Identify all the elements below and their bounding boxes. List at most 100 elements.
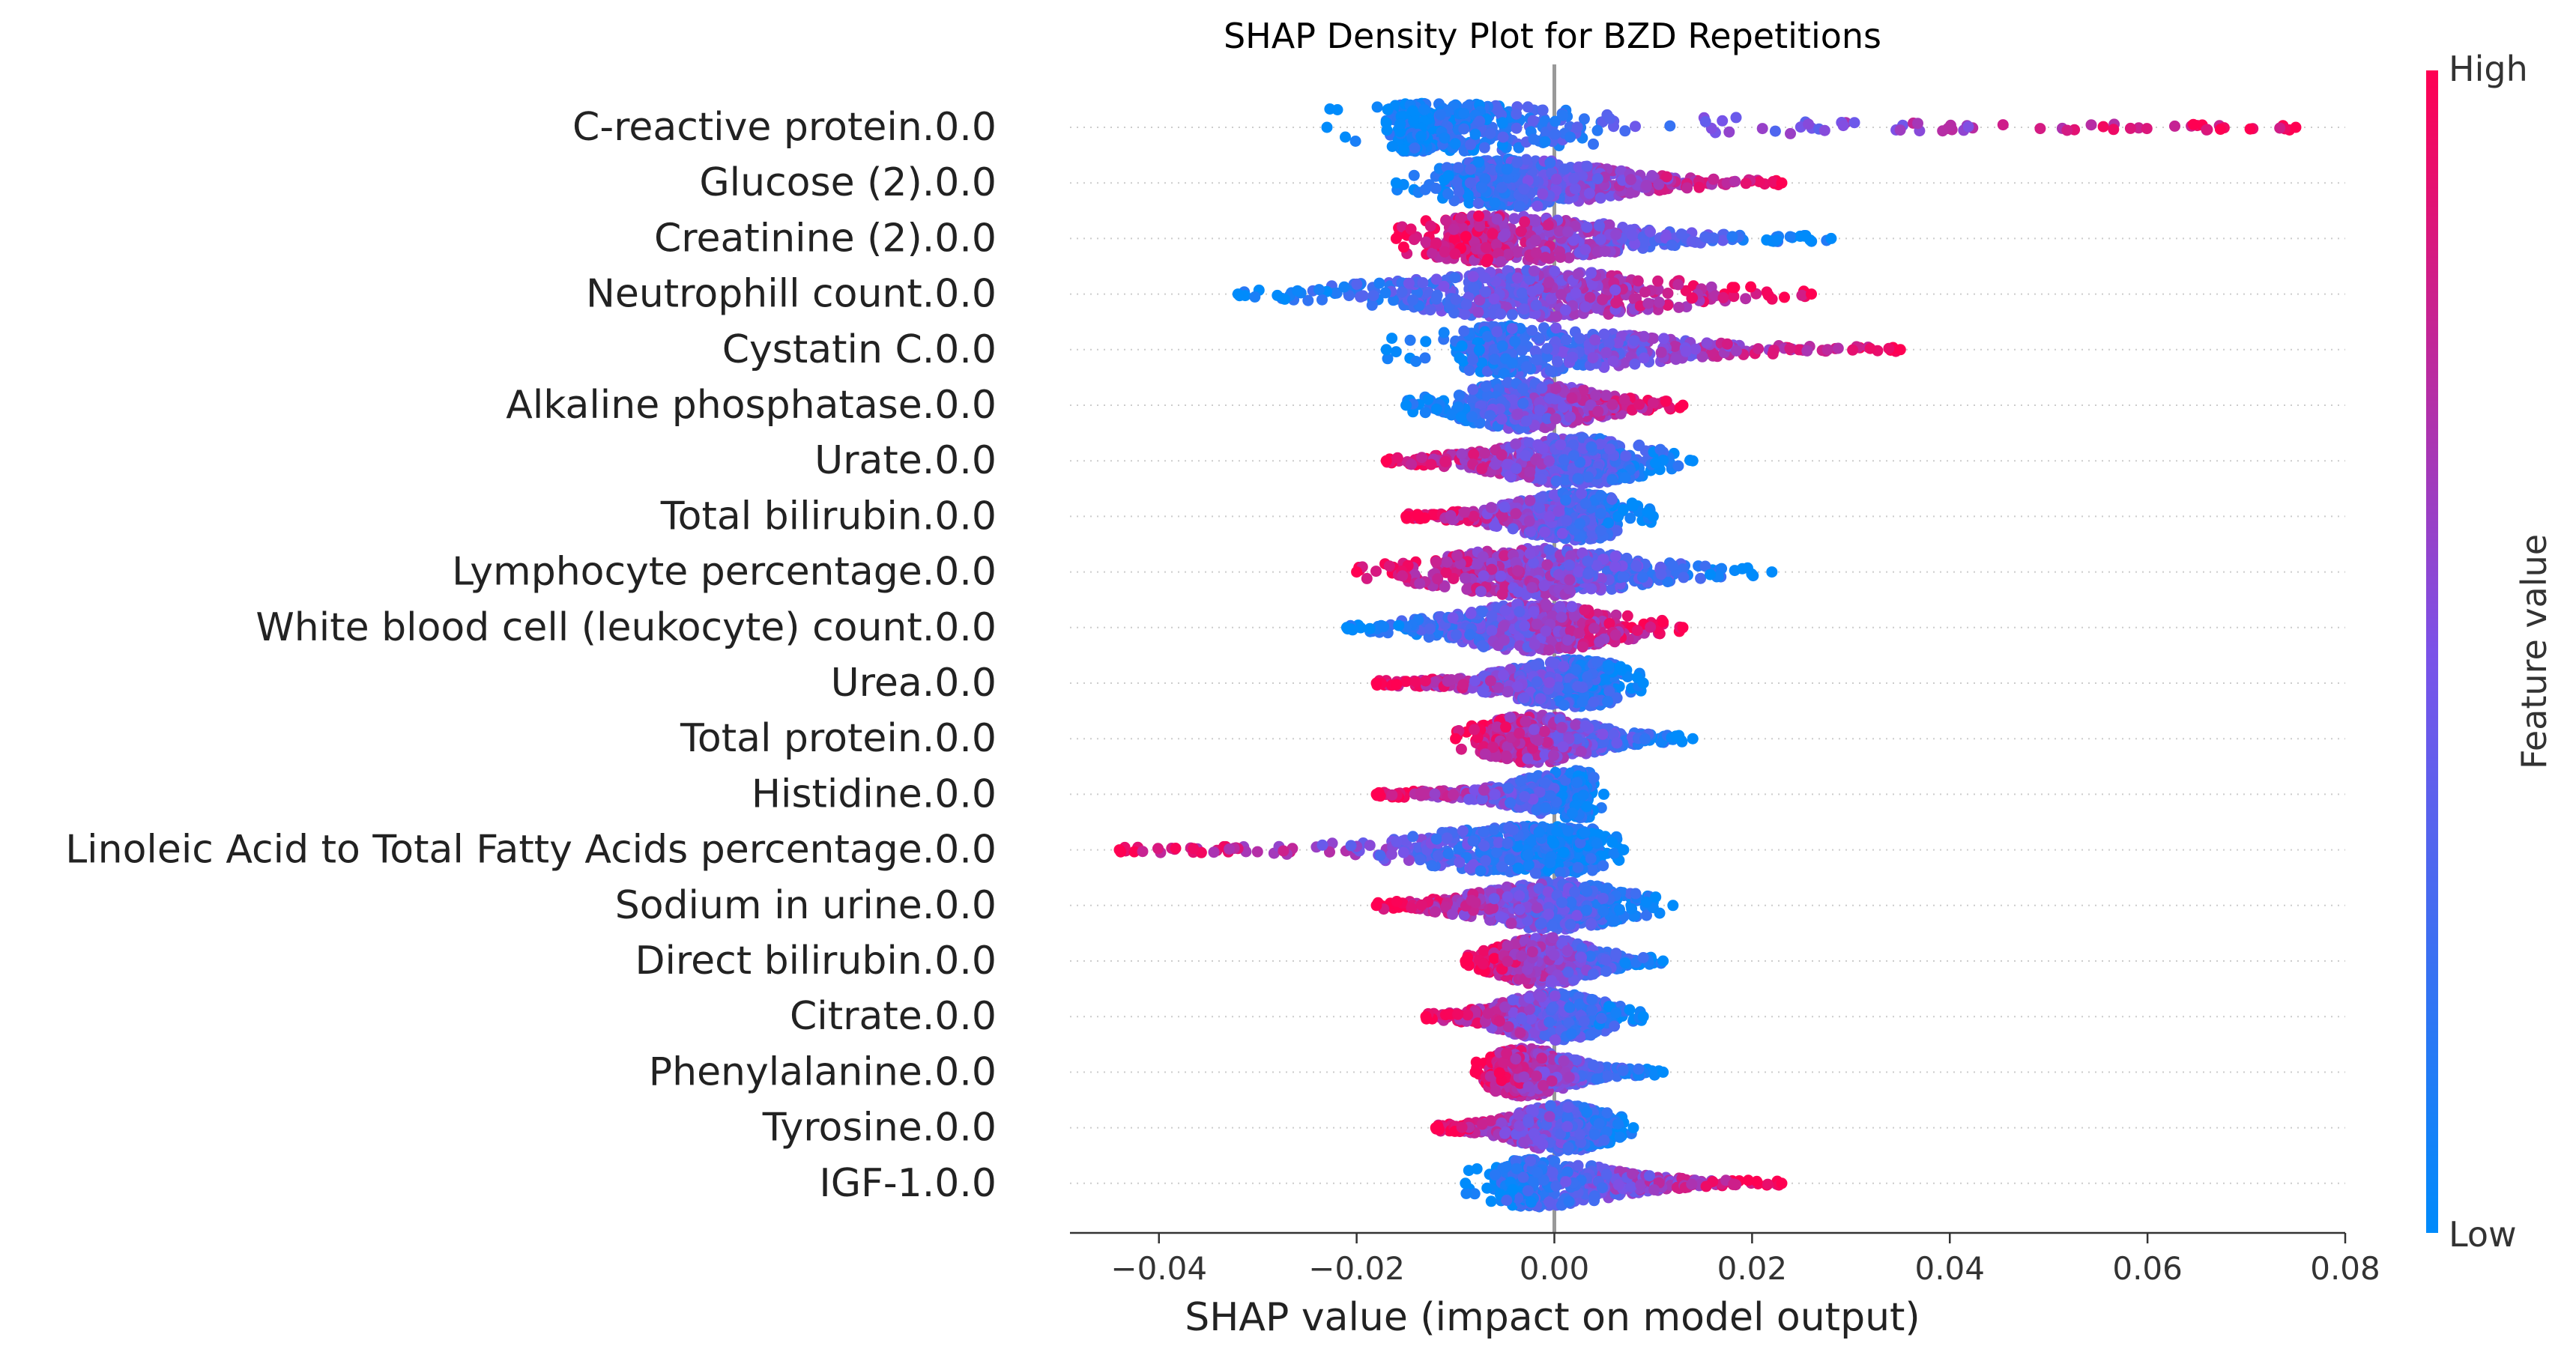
shap-point (1499, 228, 1511, 240)
feature-label: White blood cell (leukocyte) count.0.0 (256, 605, 997, 650)
shap-point (1367, 290, 1379, 302)
shap-point (1430, 293, 1442, 305)
shap-point (1488, 293, 1500, 305)
shap-point (1695, 572, 1707, 584)
shap-point (1705, 569, 1716, 581)
shap-point (1355, 291, 1367, 303)
shap-point (1618, 503, 1629, 515)
shap-point (1442, 188, 1454, 200)
shap-point (1407, 105, 1419, 117)
shap-point (1609, 284, 1621, 296)
shap-point (1629, 358, 1641, 370)
shap-point (1912, 118, 1923, 130)
shap-point (1460, 231, 1472, 243)
shap-point (1530, 299, 1542, 311)
shap-point (1609, 551, 1621, 563)
shap-point (1528, 133, 1540, 145)
shap-point (1776, 177, 1788, 189)
shap-point (1944, 119, 1956, 131)
shap-point (1549, 128, 1561, 140)
shap-point (2290, 121, 2302, 133)
feature-label: Direct bilirubin.0.0 (635, 939, 997, 983)
shap-point (1573, 333, 1585, 345)
shap-point (1478, 570, 1490, 582)
shap-point (1619, 472, 1631, 484)
shap-point (1415, 130, 1427, 142)
feature-label: Histidine.0.0 (752, 772, 997, 816)
shap-point (1495, 308, 1507, 320)
shap-point (1894, 344, 1906, 356)
shap-point (1582, 568, 1594, 580)
shap-point (1847, 344, 1859, 356)
shap-point (1806, 288, 1817, 300)
shap-point (1506, 323, 1518, 335)
shap-point (1581, 221, 1593, 233)
shap-point (1784, 342, 1796, 354)
shap-point (1390, 232, 1402, 244)
shap-point (1767, 348, 1779, 360)
shap-point (1590, 389, 1602, 401)
shap-point (1408, 115, 1420, 127)
shap-point (1649, 457, 1661, 469)
shap-point (1379, 287, 1391, 299)
shap-point (1796, 289, 1808, 301)
feature-label: Urate.0.0 (814, 438, 997, 483)
shap-point (1416, 452, 1428, 464)
shap-point (1507, 523, 1519, 535)
shap-point (1848, 117, 1860, 129)
shap-point (1693, 181, 1705, 193)
shap-point (1519, 216, 1531, 228)
feature-label: C-reactive protein.0.0 (572, 105, 997, 150)
shap-point (1660, 395, 1672, 407)
shap-point (1555, 288, 1567, 300)
shap-point (1672, 460, 1684, 472)
shap-point (1581, 160, 1593, 172)
shap-point (1628, 335, 1640, 347)
shap-point (1380, 344, 1392, 356)
shap-point (1587, 352, 1599, 364)
shap-point (1407, 294, 1418, 306)
shap-point (1351, 278, 1363, 290)
shap-point (1642, 297, 1654, 309)
shap-point (1558, 454, 1570, 466)
shap-point (1729, 282, 1741, 294)
shap-point (2274, 122, 2286, 134)
shap-point (1490, 458, 1502, 470)
shap-point (1630, 121, 1641, 133)
shap-point (1717, 292, 1729, 303)
shap-point (1400, 399, 1412, 411)
shap-point (1549, 383, 1561, 395)
shap-point (1771, 234, 1783, 246)
shap-point (1997, 119, 2009, 131)
shap-point (1564, 574, 1576, 586)
shap-point (1468, 448, 1480, 460)
feature-label: IGF-1.0.0 (819, 1161, 997, 1206)
shap-point (1523, 515, 1535, 527)
shap-point (1511, 272, 1523, 284)
shap-point (1726, 231, 1738, 243)
shap-point (1536, 382, 1548, 394)
shap-point (1653, 178, 1665, 190)
shap-point (1417, 277, 1429, 288)
shap-point (1526, 582, 1538, 593)
shap-point (1654, 297, 1665, 308)
shap-point (1769, 125, 1781, 137)
shap-point (1543, 276, 1555, 288)
shap-point (1550, 475, 1562, 487)
shap-point (1610, 297, 1622, 309)
shap-point (1530, 247, 1542, 259)
shap-point (1607, 355, 1619, 367)
shap-point (1594, 234, 1606, 246)
shap-point (1894, 124, 1906, 136)
feature-label: Alkaline phosphatase.0.0 (506, 383, 997, 428)
shap-point (1740, 178, 1752, 190)
shap-point (1606, 473, 1618, 485)
shap-point (1818, 124, 1830, 136)
shap-point (1439, 456, 1451, 467)
shap-point (1560, 334, 1572, 345)
shap-point (1408, 234, 1420, 246)
shap-point (1832, 342, 1844, 354)
shap-point (1398, 144, 1409, 156)
shap-point (1690, 343, 1702, 355)
shap-point (1495, 570, 1507, 582)
